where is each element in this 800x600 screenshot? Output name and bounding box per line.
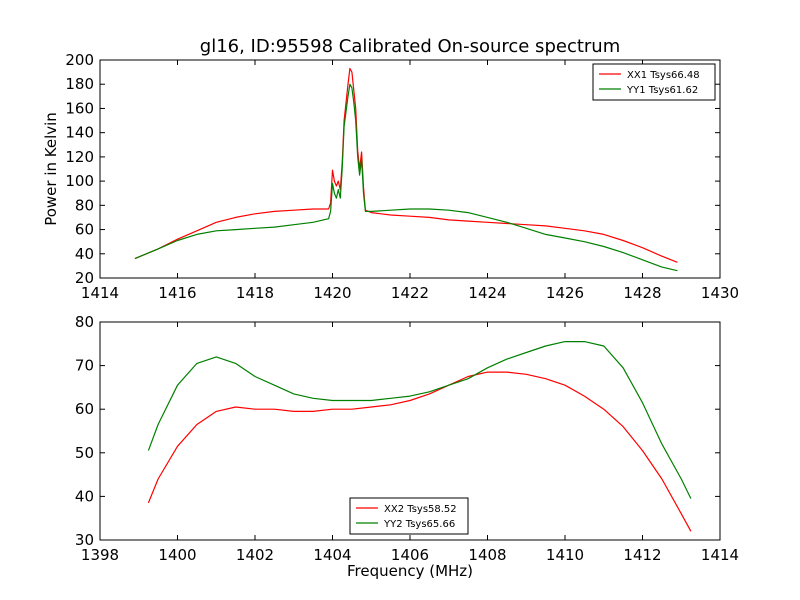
x-tick-label: 1414 bbox=[701, 546, 739, 564]
y-tick-label: 60 bbox=[75, 221, 94, 239]
series-line-2 bbox=[134, 83, 678, 272]
legend-label: XX2 Tsys58.52 bbox=[384, 504, 457, 515]
y-tick-label: 120 bbox=[65, 148, 94, 166]
x-tick-label: 1416 bbox=[158, 284, 196, 302]
y-tick-label: 140 bbox=[65, 124, 94, 142]
x-axis-label: Frequency (MHz) bbox=[347, 562, 473, 580]
x-tick-label: 1400 bbox=[158, 546, 196, 564]
y-tick-label: 200 bbox=[65, 51, 94, 69]
bottom-plot: 1398 1400 1402 1404 1406 1408 1410 1412 1414 30 40… bbox=[75, 313, 739, 580]
y-tick-label: 60 bbox=[75, 400, 94, 418]
series-line-1 bbox=[134, 67, 678, 263]
top-plot: 1414 1416 1418 1420 1422 1424 1426 1428 1430 20 40… bbox=[42, 51, 739, 302]
legend-label: XX1 Tsys66.48 bbox=[627, 70, 700, 81]
x-tick-label: 1412 bbox=[623, 546, 661, 564]
y-tick-label: 100 bbox=[65, 172, 94, 190]
legend-box bbox=[592, 63, 716, 101]
x-tick-label: 1428 bbox=[623, 284, 661, 302]
y-tick-label: 20 bbox=[75, 269, 94, 287]
legend-label: YY1 Tsys61.62 bbox=[626, 85, 698, 96]
y-tick-label: 180 bbox=[65, 75, 94, 93]
legend: XX1 Tsys66.48 YY1 Tsys61.62 bbox=[592, 63, 716, 101]
y-tick-label: 40 bbox=[75, 245, 94, 263]
y-tick-label: 80 bbox=[75, 313, 94, 331]
legend-box bbox=[349, 497, 469, 535]
series-line-2 bbox=[147, 341, 692, 499]
x-tick-label: 1410 bbox=[546, 546, 584, 564]
x-tick-label: 1426 bbox=[546, 284, 584, 302]
x-tick-label: 1418 bbox=[236, 284, 274, 302]
x-tick-label: 1402 bbox=[236, 546, 274, 564]
y-tick-label: 80 bbox=[75, 196, 94, 214]
legend: XX2 Tsys58.52 YY2 Tsys65.66 bbox=[349, 497, 469, 535]
x-tick-label: 1406 bbox=[391, 546, 429, 564]
x-tick-label: 1430 bbox=[701, 284, 739, 302]
x-tick-label: 1424 bbox=[468, 284, 506, 302]
y-tick-label: 40 bbox=[75, 487, 94, 505]
series-line-1 bbox=[147, 371, 692, 532]
x-tick-label: 1398 bbox=[81, 546, 119, 564]
y-tick-label: 70 bbox=[75, 357, 94, 375]
chart-title: gl16, ID:95598 Calibrated On-source spec… bbox=[200, 36, 620, 57]
x-tick-label: 1404 bbox=[313, 546, 351, 564]
x-tick-label: 1414 bbox=[81, 284, 119, 302]
y-tick-label: 30 bbox=[75, 531, 94, 549]
x-tick-label: 1420 bbox=[313, 284, 351, 302]
x-tick-label: 1408 bbox=[468, 546, 506, 564]
y-tick-label: 160 bbox=[65, 99, 94, 117]
legend-label: YY2 Tsys65.66 bbox=[383, 519, 455, 530]
y-axis-label: Power in Kelvin bbox=[42, 112, 60, 226]
y-tick-label: 50 bbox=[75, 444, 94, 462]
x-tick-label: 1422 bbox=[391, 284, 429, 302]
